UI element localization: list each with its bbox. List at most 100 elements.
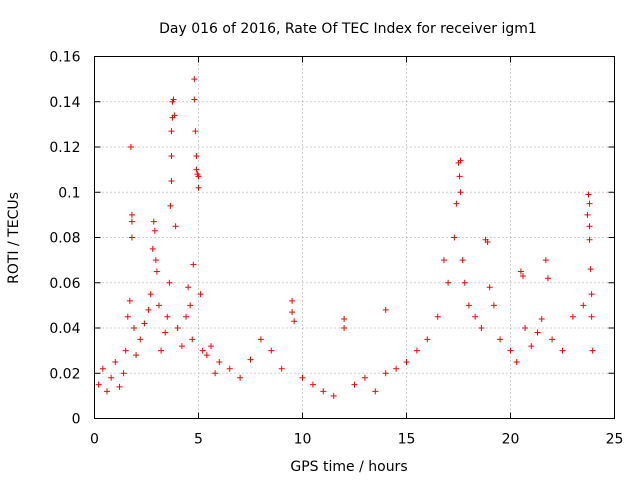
data-point bbox=[586, 223, 593, 230]
y-tick-label: 0.16 bbox=[49, 50, 80, 66]
data-point bbox=[440, 257, 447, 264]
data-point bbox=[103, 388, 110, 395]
data-point bbox=[542, 257, 549, 264]
data-point bbox=[164, 313, 171, 320]
x-tick-labels: 0 5 10 15 20 25 bbox=[90, 432, 623, 448]
data-point bbox=[168, 128, 175, 135]
chart-title: Day 016 of 2016, Rate Of TEC Index for r… bbox=[159, 21, 537, 37]
data-point bbox=[528, 343, 535, 350]
data-point bbox=[193, 153, 200, 160]
data-point bbox=[461, 279, 468, 286]
data-point bbox=[122, 347, 129, 354]
data-point bbox=[589, 347, 596, 354]
x-tick-label: 0 bbox=[90, 432, 99, 448]
data-point bbox=[207, 343, 214, 350]
data-point bbox=[189, 336, 196, 343]
data-point bbox=[393, 365, 400, 372]
data-point bbox=[137, 336, 144, 343]
data-point bbox=[116, 383, 123, 390]
data-point bbox=[166, 279, 173, 286]
data-points bbox=[95, 76, 596, 399]
data-point bbox=[187, 302, 194, 309]
data-point bbox=[291, 318, 298, 325]
data-point bbox=[192, 128, 199, 135]
data-point bbox=[172, 223, 179, 230]
x-tick-label: 20 bbox=[502, 432, 520, 448]
data-point bbox=[507, 347, 514, 354]
data-point bbox=[382, 306, 389, 313]
data-point bbox=[289, 309, 296, 316]
data-point bbox=[278, 365, 285, 372]
x-tick-label: 15 bbox=[398, 432, 416, 448]
data-point bbox=[162, 329, 169, 336]
x-tick-label: 25 bbox=[606, 432, 624, 448]
data-point bbox=[513, 358, 520, 365]
data-point bbox=[216, 358, 223, 365]
data-point bbox=[126, 297, 133, 304]
y-tick-label: 0.14 bbox=[49, 95, 80, 111]
data-point bbox=[149, 245, 156, 252]
data-point bbox=[522, 325, 529, 331]
data-point bbox=[168, 153, 175, 160]
data-point bbox=[330, 392, 337, 399]
data-point bbox=[459, 257, 466, 264]
y-tick-label: 0 bbox=[72, 412, 81, 428]
y-tick-label: 0.1 bbox=[58, 185, 80, 201]
data-point bbox=[174, 325, 181, 331]
data-point bbox=[588, 291, 595, 298]
data-point bbox=[257, 336, 264, 343]
data-point bbox=[586, 236, 593, 243]
data-point bbox=[108, 374, 115, 381]
y-axis-label: ROTI / TECUs bbox=[6, 192, 22, 284]
data-point bbox=[147, 291, 154, 298]
data-point bbox=[124, 313, 131, 320]
data-point bbox=[299, 374, 306, 381]
data-point bbox=[185, 284, 192, 291]
data-point bbox=[155, 302, 162, 309]
x-tick-label: 10 bbox=[294, 432, 312, 448]
data-point bbox=[517, 268, 524, 275]
data-point bbox=[247, 356, 254, 363]
data-point bbox=[150, 218, 157, 225]
data-point bbox=[519, 272, 526, 279]
data-point bbox=[289, 297, 296, 304]
data-point bbox=[141, 320, 148, 327]
data-point bbox=[171, 112, 178, 119]
data-point bbox=[203, 352, 210, 359]
data-point bbox=[99, 365, 106, 372]
data-point bbox=[212, 370, 219, 377]
data-point bbox=[486, 284, 493, 291]
data-point bbox=[193, 166, 200, 173]
data-point bbox=[569, 313, 576, 320]
data-point bbox=[128, 211, 135, 218]
x-axis-label: GPS time / hours bbox=[290, 459, 407, 475]
data-point bbox=[320, 388, 327, 395]
data-point bbox=[183, 313, 190, 320]
y-tick-label: 0.02 bbox=[49, 366, 80, 382]
data-point bbox=[544, 275, 551, 282]
data-point bbox=[128, 218, 135, 225]
data-point bbox=[465, 302, 472, 309]
data-point bbox=[534, 329, 541, 336]
data-point bbox=[584, 211, 591, 218]
data-point bbox=[457, 157, 464, 164]
data-point bbox=[586, 200, 593, 207]
y-tick-label: 0.04 bbox=[49, 321, 80, 337]
data-point bbox=[490, 302, 497, 309]
data-point bbox=[131, 325, 138, 331]
grid-lines bbox=[94, 56, 615, 419]
data-point bbox=[191, 96, 198, 103]
data-point bbox=[158, 347, 165, 354]
data-point bbox=[152, 257, 159, 264]
data-point bbox=[457, 189, 464, 196]
data-point bbox=[478, 325, 485, 331]
data-point bbox=[559, 347, 566, 354]
y-tick-label: 0.08 bbox=[49, 231, 80, 247]
data-point bbox=[445, 279, 452, 286]
data-point bbox=[453, 200, 460, 207]
data-point bbox=[199, 347, 206, 354]
data-point bbox=[127, 144, 134, 150]
data-point bbox=[580, 302, 587, 309]
y-tick-label: 0.12 bbox=[49, 140, 80, 156]
